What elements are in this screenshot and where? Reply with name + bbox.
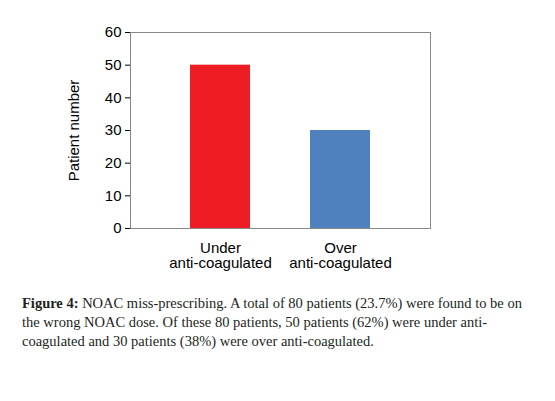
svg-text:10: 10 bbox=[105, 187, 122, 204]
html-text:Figure 4: NOAC miss-prescribin: Figure 4: NOAC miss-prescribing. A total… bbox=[22, 295, 522, 349]
svg-text:Patient number: Patient number bbox=[65, 80, 82, 182]
svg-text:60: 60 bbox=[105, 23, 122, 40]
svg-text:20: 20 bbox=[105, 154, 122, 171]
svg-text:Underanti-coagulated: Underanti-coagulated bbox=[169, 239, 272, 271]
svg-text:50: 50 bbox=[105, 56, 122, 73]
svg-text:0: 0 bbox=[113, 219, 121, 236]
svg-text:Overanti-coagulated: Overanti-coagulated bbox=[289, 239, 392, 271]
svg-text:40: 40 bbox=[105, 89, 122, 106]
svg-text:30: 30 bbox=[105, 121, 122, 138]
